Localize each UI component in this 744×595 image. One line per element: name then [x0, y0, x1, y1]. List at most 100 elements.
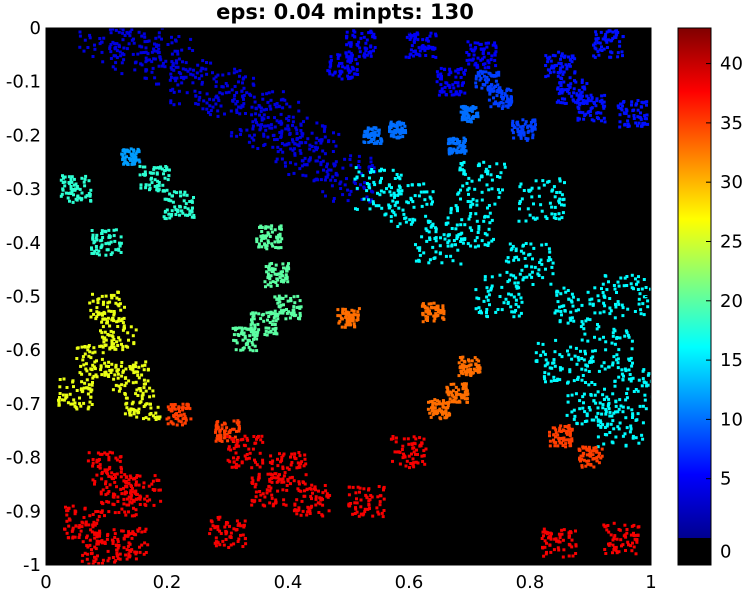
cluster-point [485, 311, 488, 314]
cluster-point [120, 317, 124, 321]
cluster-point [63, 184, 67, 188]
cluster-point [283, 143, 287, 147]
cluster-point [263, 243, 267, 247]
cluster-point [239, 438, 243, 442]
cluster-point [490, 239, 494, 243]
cluster-point [277, 121, 281, 124]
cluster-point [443, 416, 447, 420]
cluster-point [292, 311, 296, 315]
cluster-point [572, 408, 576, 412]
cluster-point [598, 48, 602, 52]
cluster-point [70, 175, 74, 179]
cluster-point [544, 75, 548, 79]
cluster-point [82, 401, 86, 405]
cluster-point [104, 253, 108, 257]
cluster-point [637, 441, 641, 445]
cluster-point [276, 297, 280, 301]
cluster-point [395, 173, 399, 176]
cluster-point [603, 426, 607, 429]
cluster-point [138, 503, 142, 506]
cluster-point [411, 463, 415, 467]
cluster-point [519, 135, 523, 139]
cluster-point [255, 337, 259, 341]
cluster-point [262, 113, 266, 117]
cluster-point [150, 181, 154, 185]
cluster-point [107, 458, 111, 462]
cluster-point [513, 125, 517, 129]
cluster-point [559, 57, 562, 61]
cluster-point [89, 390, 93, 394]
cluster-point [632, 108, 636, 112]
cluster-point [460, 150, 464, 154]
cluster-point [621, 405, 625, 409]
cluster-point [515, 121, 519, 125]
cluster-point [93, 249, 97, 253]
cluster-point [211, 524, 215, 528]
cluster-point [83, 551, 87, 555]
cluster-point [285, 311, 289, 315]
cluster-point [101, 60, 105, 64]
cluster-point [630, 339, 634, 343]
cluster-point [281, 262, 285, 266]
cluster-point [218, 529, 222, 533]
cluster-point [401, 208, 405, 212]
cluster-point [164, 165, 168, 168]
cluster-point [559, 368, 563, 372]
cluster-point [584, 99, 588, 103]
cluster-point [559, 101, 563, 105]
cluster-point [343, 183, 347, 187]
cluster-point [620, 372, 624, 376]
cluster-point [238, 522, 241, 526]
cluster-point [605, 30, 609, 34]
y-tick-label: -0.6 [6, 340, 41, 361]
cluster-point [425, 38, 429, 42]
cluster-point [133, 68, 137, 72]
cluster-point [329, 58, 333, 62]
cluster-point [269, 486, 273, 490]
cluster-point [412, 40, 416, 44]
cluster-point [265, 92, 269, 96]
cluster-point [63, 527, 67, 531]
cluster-point [264, 128, 268, 132]
cluster-point [131, 530, 135, 534]
cluster-point [427, 230, 431, 234]
cluster-point [441, 305, 445, 309]
cluster-point [512, 310, 516, 314]
cluster-point [110, 341, 114, 345]
cluster-point [549, 550, 553, 554]
cluster-point [615, 336, 619, 340]
cluster-point [629, 356, 633, 360]
cluster-point [587, 406, 591, 409]
cluster-point [473, 245, 477, 249]
cluster-point [631, 434, 635, 438]
cluster-point [549, 59, 553, 63]
cluster-point [636, 108, 640, 112]
cluster-point [336, 308, 340, 312]
cluster-point [444, 409, 448, 413]
cluster-point [234, 326, 238, 330]
cluster-point [93, 536, 97, 540]
cluster-point [110, 368, 114, 372]
cluster-point [523, 122, 527, 126]
cluster-point [266, 472, 270, 476]
cluster-point [169, 101, 173, 105]
cluster-point [593, 383, 597, 386]
cluster-point [580, 465, 584, 469]
cluster-point [73, 535, 77, 539]
cluster-point [402, 212, 406, 216]
cluster-point [469, 203, 473, 207]
chart-title: eps: 0.04 minpts: 130 [216, 0, 474, 24]
cluster-point [175, 61, 179, 65]
cluster-point [646, 305, 650, 309]
cluster-point [134, 361, 138, 365]
cluster-point [578, 456, 582, 460]
cluster-point [557, 61, 561, 65]
cluster-point [588, 113, 592, 117]
cluster-point [157, 47, 161, 51]
cluster-point [369, 140, 372, 144]
cluster-point [625, 396, 629, 400]
cluster-point [618, 398, 622, 402]
cluster-point [543, 352, 547, 356]
cluster-point [236, 333, 240, 336]
cluster-point [411, 217, 415, 221]
